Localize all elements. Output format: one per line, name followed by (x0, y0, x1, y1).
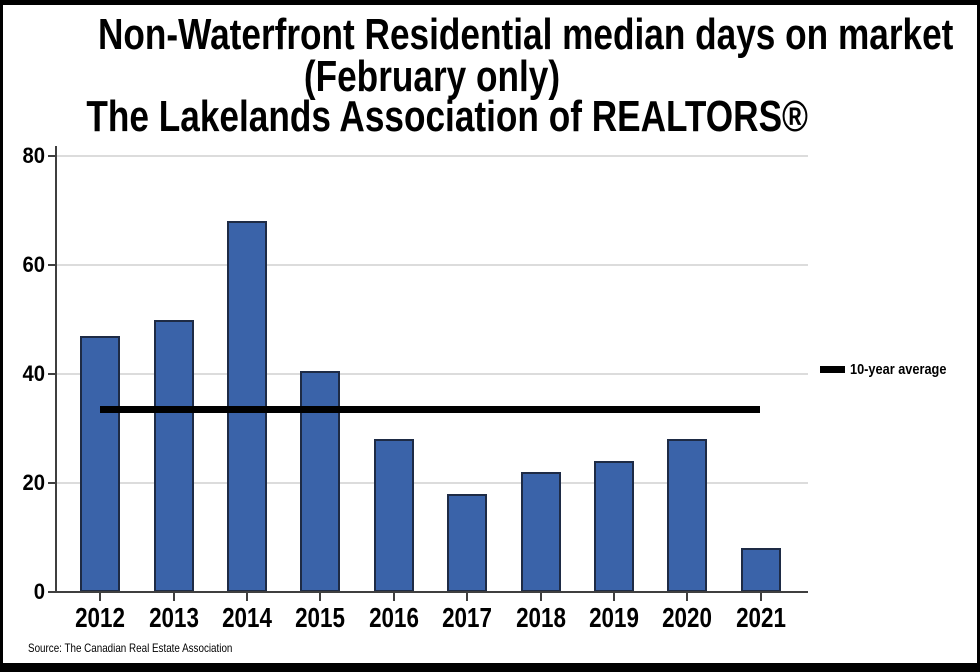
bar-2013 (153, 319, 194, 592)
gridline-40 (56, 373, 808, 375)
y-axis-label-60: 60 (22, 252, 45, 277)
x-tick-2019 (612, 593, 615, 601)
x-axis-label-2015: 2015 (295, 602, 346, 633)
bar-2019 (593, 461, 634, 592)
gridline-20 (56, 482, 808, 484)
bar-2017 (447, 493, 488, 592)
y-tick-80 (48, 155, 56, 157)
y-tick-60 (48, 264, 56, 266)
x-tick-2018 (539, 593, 542, 601)
bar-2016 (373, 439, 414, 592)
average-line-swatch (820, 366, 845, 373)
y-tick-0 (48, 591, 56, 593)
gridline-80 (56, 155, 808, 157)
x-axis-label-2018: 2018 (515, 602, 566, 633)
y-axis-line (55, 146, 57, 593)
bar-2021 (740, 548, 781, 592)
ten-year-average-line (100, 406, 760, 414)
x-axis-label-2013: 2013 (148, 602, 199, 633)
bar-2015 (300, 371, 341, 592)
x-tick-2012 (99, 593, 102, 601)
y-axis-label-20: 20 (22, 470, 45, 495)
y-axis-label-40: 40 (22, 361, 45, 386)
y-tick-20 (48, 482, 56, 484)
gridline-60 (56, 264, 808, 266)
legend-label: 10-year average (850, 361, 947, 378)
y-axis-label-80: 80 (22, 143, 45, 168)
x-axis-label-2014: 2014 (222, 602, 272, 633)
bar-2012 (80, 335, 121, 592)
x-axis-label-2019: 2019 (588, 602, 639, 633)
x-axis-label-2017: 2017 (442, 602, 493, 633)
bar-2018 (520, 472, 561, 592)
x-axis-line (55, 591, 808, 593)
x-axis-label-2021: 2021 (735, 602, 786, 633)
x-axis-label-2016: 2016 (368, 602, 419, 633)
x-tick-2021 (759, 593, 762, 601)
x-tick-2015 (319, 593, 322, 601)
x-tick-2017 (466, 593, 469, 601)
x-axis-label-2020: 2020 (662, 602, 713, 633)
chart-title-line-2: (February only) (303, 52, 561, 101)
chart-title-line-3: The Lakelands Association of REALTORS® (86, 92, 808, 141)
chart-title-line-1: Non-Waterfront Residential median days o… (98, 10, 954, 59)
x-axis-label-2012: 2012 (75, 602, 126, 633)
x-tick-2016 (392, 593, 395, 601)
x-tick-2013 (172, 593, 175, 601)
y-tick-40 (48, 373, 56, 375)
x-tick-2020 (686, 593, 689, 601)
x-tick-2014 (246, 593, 249, 601)
bar-2020 (667, 439, 708, 592)
source-note: Source: The Canadian Real Estate Associa… (28, 641, 233, 655)
y-axis-label-0: 0 (33, 579, 45, 604)
